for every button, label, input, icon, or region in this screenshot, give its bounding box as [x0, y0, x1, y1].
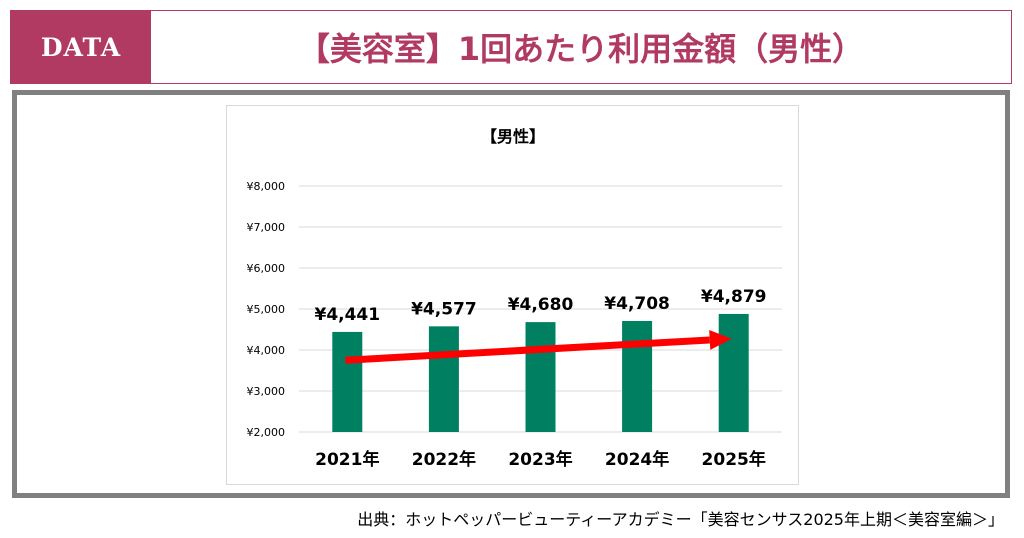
x-tick-label: 2021年	[315, 449, 379, 470]
data-tag: DATA	[11, 11, 151, 83]
y-tick-label: ¥4,000	[247, 344, 286, 357]
chart-title: 【男性】	[481, 127, 545, 146]
header-banner: DATA 【美容室】1回あたり利用金額（男性）	[10, 10, 1012, 84]
trend-arrow-line	[345, 336, 710, 364]
bar	[525, 322, 556, 432]
source-citation: 出典：ホットペッパービューティーアカデミー「美容センサス2025年上期＜美容室編…	[357, 510, 1004, 529]
y-tick-label: ¥8,000	[247, 180, 286, 193]
x-tick-label: 2022年	[412, 449, 476, 470]
data-label: ¥4,879	[701, 287, 767, 307]
bar	[718, 313, 749, 432]
page-title: 【美容室】1回あたり利用金額（男性）	[297, 30, 865, 68]
data-label: ¥4,441	[314, 305, 380, 325]
trend-arrow-head	[709, 329, 732, 350]
x-tick-label: 2024年	[605, 449, 669, 470]
x-tick-label: 2025年	[702, 449, 766, 470]
bar	[428, 326, 459, 432]
y-tick-label: ¥2,000	[247, 426, 286, 439]
x-tick-label: 2023年	[508, 449, 572, 470]
bar-chart: 【男性】 ¥2,000 ¥3,000 ¥4,000 ¥5,000 ¥6,000 ¥7,000…	[247, 127, 782, 470]
y-tick-label: ¥6,000	[247, 262, 286, 275]
y-tick-label: ¥5,000	[247, 303, 286, 316]
data-label: ¥4,708	[604, 294, 670, 314]
bar	[332, 331, 363, 432]
data-label: ¥4,680	[508, 295, 574, 315]
bar	[622, 320, 653, 432]
y-tick-label: ¥3,000	[247, 385, 286, 398]
chart-panel: 【男性】 ¥2,000 ¥3,000 ¥4,000 ¥5,000 ¥6,000 ¥7,000…	[226, 105, 799, 485]
data-label: ¥4,577	[411, 299, 477, 319]
y-tick-label: ¥7,000	[247, 221, 286, 234]
